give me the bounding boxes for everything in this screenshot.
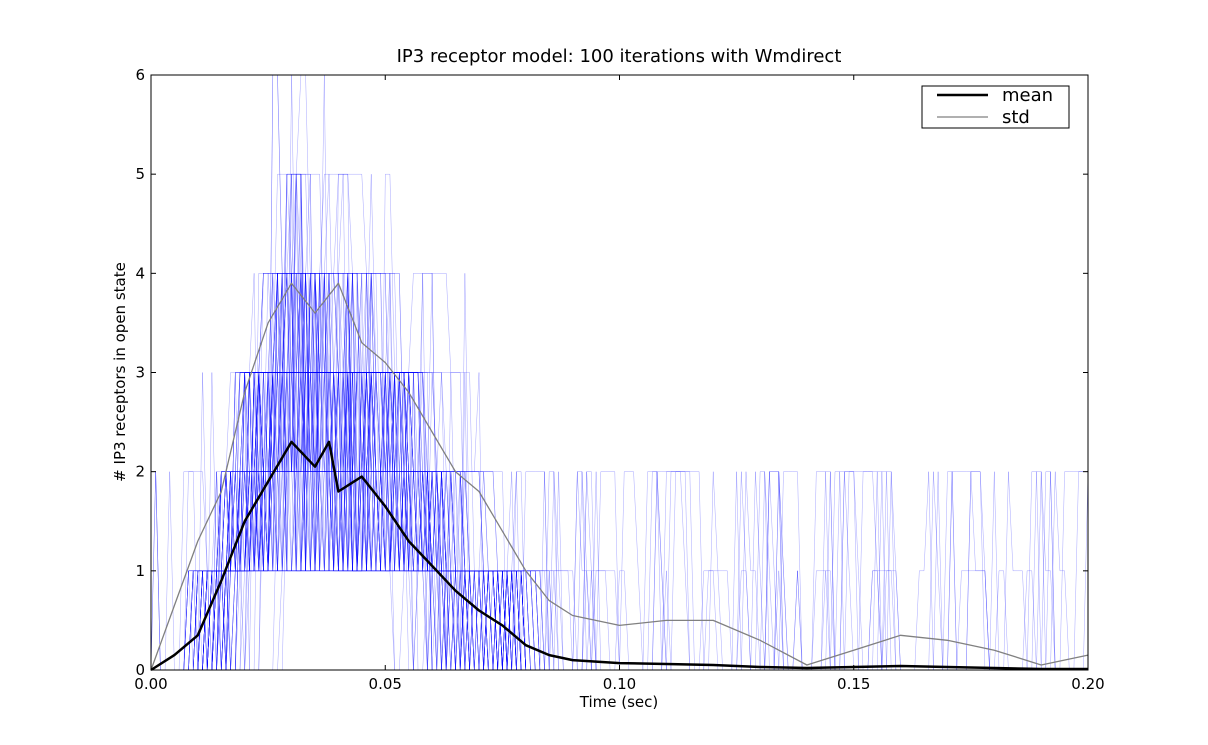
- y-tick-label-5: 5: [135, 165, 145, 183]
- y-tick-label-0: 0: [135, 661, 145, 679]
- x-tick-label-0: 0.00: [134, 675, 167, 693]
- chart-title: IP3 receptor model: 100 iterations with …: [397, 46, 842, 67]
- y-tick-label-4: 4: [135, 264, 145, 282]
- legend-label-std: std: [1002, 107, 1030, 128]
- legend: mean std: [921, 85, 1070, 129]
- y-tick-label-3: 3: [135, 364, 145, 382]
- y-tick-label-6: 6: [135, 66, 145, 84]
- y-axis-label: # IP3 receptors in open state: [111, 262, 129, 482]
- x-axis-label: Time (sec): [579, 693, 658, 711]
- series-line-std: [150, 282, 1089, 671]
- x-tick-label-4: 0.20: [1071, 675, 1104, 693]
- y-tick-label-1: 1: [135, 562, 145, 580]
- x-tick-label-1: 0.05: [369, 675, 402, 693]
- legend-label-mean: mean: [1002, 85, 1053, 106]
- ticks-layer: 0.00 0.05 0.10 0.15 0.20 0 1 2 3 4 5 6: [134, 66, 1104, 693]
- x-tick-label-2: 0.10: [603, 675, 636, 693]
- y-tick-label-2: 2: [135, 463, 145, 481]
- x-tick-label-3: 0.15: [837, 675, 870, 693]
- legend-box: [921, 85, 1070, 129]
